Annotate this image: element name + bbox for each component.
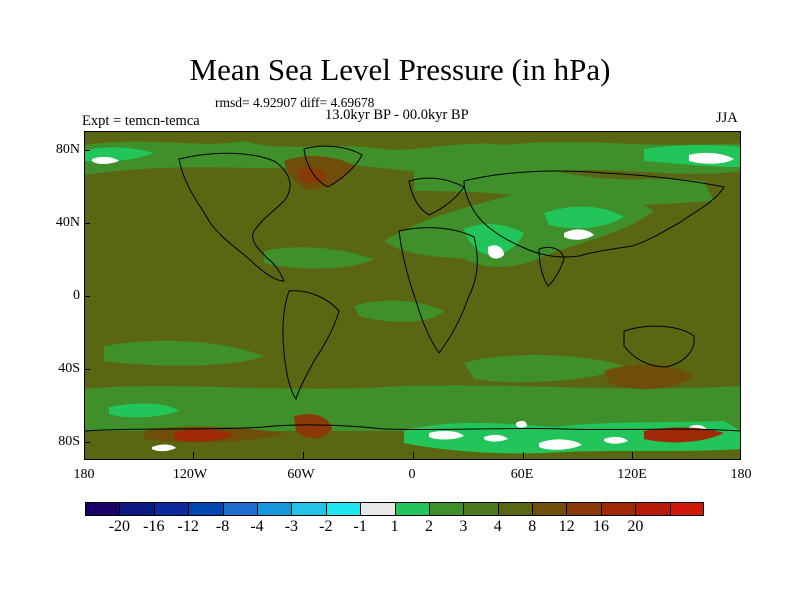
period-text: 13.0kyr BP - 00.0kyr BP (325, 107, 469, 123)
colorbar-swatch (325, 502, 361, 516)
field-white-antarctica-2 (484, 434, 508, 442)
y-tick (84, 442, 90, 443)
y-tick (84, 296, 90, 297)
field-green-south-pacific (109, 403, 179, 418)
colorbar-label: 2 (425, 518, 433, 535)
field-red-brown-antarctic-pen (294, 414, 332, 439)
field-red-antarctica-east (644, 427, 724, 443)
colorbar-label: -4 (250, 518, 264, 535)
field-white-arctic-west (92, 156, 119, 164)
field-red-antarctica-west (174, 429, 234, 442)
field-white-central-asia (564, 229, 594, 240)
field-white-antarctica-5 (516, 420, 527, 428)
colorbar-label: 20 (627, 518, 644, 535)
y-tick (84, 223, 90, 224)
y-tick-label: 40S (58, 361, 80, 376)
field-green-central-asia (544, 206, 624, 229)
colorbar-label: -8 (215, 518, 230, 535)
colorbar-label: 8 (528, 518, 537, 535)
coast-india (538, 246, 565, 287)
field-light-green-south-pacific (104, 340, 264, 366)
x-tick-label: 120W (172, 467, 208, 482)
x-tick-label: 60W (287, 467, 315, 482)
colorbar-label: 1 (390, 518, 399, 535)
colorbar-swatch (566, 502, 601, 516)
colorbar-swatch (532, 502, 567, 516)
y-tick (84, 369, 90, 370)
colorbar-swatch (669, 502, 705, 516)
field-white-antarctica-4 (604, 436, 628, 444)
field-brown-south-indian (604, 364, 694, 390)
colorbar-swatch (153, 502, 189, 516)
colorbar-swatch (119, 502, 154, 516)
colorbar-swatch (291, 502, 326, 516)
y-tick-label: 80N (55, 142, 80, 157)
plot-title: Mean Sea Level Pressure (in hPa) (189, 52, 611, 87)
x-tick-label: 180 (730, 467, 752, 482)
coast-asia (463, 170, 725, 258)
x-tick (303, 452, 304, 459)
x-tick-label: 180 (73, 467, 95, 482)
x-tick-label: 120E (617, 467, 647, 482)
coast-europe (408, 177, 465, 216)
colorbar-label: 4 (493, 518, 502, 535)
field-white-arabia (488, 245, 504, 259)
y-tick-label: 80S (58, 434, 80, 449)
colorbar-swatch (600, 502, 636, 516)
colorbar-swatch (188, 502, 223, 516)
colorbar-label: -3 (284, 518, 299, 535)
colorbar-swatch (394, 502, 429, 516)
field-light-green-arctic (84, 141, 741, 176)
colorbar-label: -20 (108, 518, 131, 535)
x-tick-label: 0 (408, 467, 416, 482)
colorbar-swatch (428, 502, 464, 516)
field-white-antarctica-3 (539, 439, 582, 450)
colorbar-swatch (463, 502, 498, 516)
field-white-antarctica-1 (429, 430, 464, 440)
colorbar-label: 16 (593, 518, 609, 535)
field-light-green-southern-band (84, 385, 741, 431)
coast-australia (623, 325, 695, 368)
stats-text: rmsd= 4.92907 diff= 4.69678 (215, 95, 375, 110)
x-tick (632, 452, 633, 459)
pressure-map (84, 131, 741, 460)
season-label: JJA (716, 110, 738, 126)
colorbar-swatch (85, 502, 120, 516)
colorbar (85, 502, 705, 516)
experiment-label: Expt = temcn-temca (82, 113, 200, 129)
colorbar-labels: -20 -16 -12 -8 -4 -3 -2 -1 1 2 3 4 8 12 16 20 (0, 518, 800, 540)
colorbar-swatch (256, 502, 292, 516)
field-light-green-pacific-mid (264, 247, 374, 269)
coast-north-america (178, 152, 291, 282)
x-tick (193, 452, 194, 459)
x-tick-label: 60E (510, 467, 534, 482)
colorbar-swatch (635, 502, 670, 516)
field-green-west-asia (464, 224, 524, 255)
x-tick (413, 452, 414, 459)
colorbar-swatch (497, 502, 533, 516)
coast-south-america (282, 290, 340, 401)
colorbar-label: 12 (558, 518, 575, 535)
x-tick (523, 452, 524, 459)
coast-africa (398, 227, 478, 354)
y-tick-label: 0 (73, 288, 80, 303)
field-red-brown-greenland-core (299, 167, 328, 184)
coast-greenland (303, 145, 363, 188)
y-tick-label: 40N (55, 215, 80, 230)
field-white-south-pacific (152, 444, 176, 452)
colorbar-label: -12 (177, 518, 199, 535)
colorbar-label: -16 (143, 518, 165, 535)
colorbar-label: -1 (353, 518, 367, 535)
colorbar-swatch (222, 502, 257, 516)
colorbar-label: -2 (319, 518, 333, 535)
colorbar-label: 3 (459, 518, 468, 535)
colorbar-swatch (360, 502, 395, 516)
field-white-arctic-east (689, 152, 734, 164)
coastlines (84, 145, 741, 432)
y-tick (84, 150, 90, 151)
field-light-green-south-indian (464, 355, 624, 383)
coast-antarctica (84, 424, 741, 432)
